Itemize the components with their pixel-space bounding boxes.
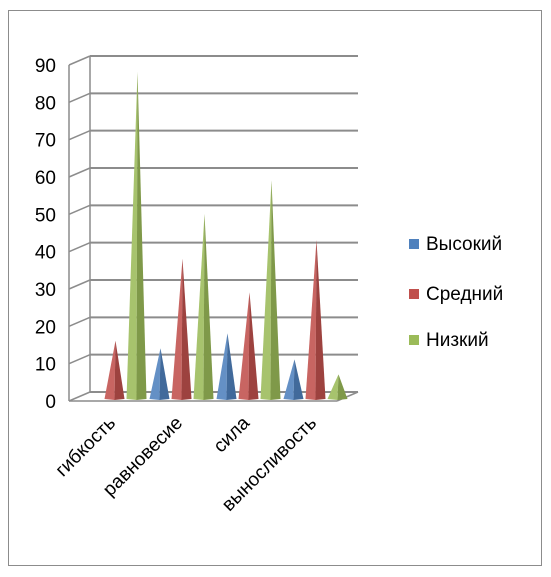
gridline-side-20: [68, 316, 91, 328]
y-tick-label-10: 10: [35, 355, 56, 376]
legend-swatch-1: [409, 289, 419, 299]
bar-Низкий-сила-left: [260, 180, 272, 400]
bar-Средний-гибкость-left: [104, 340, 116, 400]
legend-swatch-0: [409, 239, 419, 249]
bar-Высокий-сила-left: [216, 333, 228, 400]
bar-Средний-сила-left: [238, 292, 250, 400]
y-tick-label-0: 0: [45, 392, 56, 413]
bar-Средний-равновесие: [181, 258, 192, 400]
bar-Высокий-сила: [226, 333, 237, 400]
gridline-side-90: [68, 55, 91, 66]
y-tick-label-90: 90: [35, 56, 56, 77]
bar-Низкий-сила: [270, 180, 281, 400]
bar-Средний-выносливость: [315, 239, 326, 400]
x-tick-label-0: гибкость: [52, 413, 120, 481]
bar-Средний-выносливость-left: [305, 239, 317, 400]
gridline-side-10: [68, 353, 91, 365]
bar-Высокий-выносливость-left: [283, 359, 295, 400]
gridline-side-30: [68, 279, 91, 290]
y-tick-label-80: 80: [35, 93, 56, 114]
gridline-side-0: [68, 391, 91, 402]
gridline-side-80: [68, 92, 91, 104]
bar-Средний-равновесие-left: [171, 258, 183, 400]
bar-Низкий-равновесие-left: [193, 213, 205, 400]
legend-label-2: Низкий: [426, 330, 489, 351]
y-tick-label-70: 70: [35, 131, 56, 152]
legend-label-0: Высокий: [426, 234, 502, 255]
bar-Низкий-выносливость-left: [327, 374, 339, 400]
gridline-side-70: [68, 129, 91, 141]
bar-Средний-сила: [248, 292, 259, 400]
x-tick-label-2: сила: [210, 412, 255, 457]
bar-Низкий-гибкость: [136, 71, 147, 400]
legend-swatch-2: [409, 335, 419, 345]
y-tick-label-60: 60: [35, 168, 56, 189]
bar-Низкий-гибкость-left: [126, 71, 138, 400]
gridline-side-50: [68, 204, 91, 216]
bar-Высокий-выносливость: [293, 359, 304, 400]
legend-label-1: Средний: [426, 284, 503, 305]
gridline-side-40: [68, 241, 91, 253]
y-tick-label-40: 40: [35, 243, 56, 264]
y-tick-label-20: 20: [35, 317, 56, 338]
bar-Средний-гибкость: [114, 340, 125, 400]
bar-Высокий-равновесие-left: [149, 348, 161, 400]
y-tick-label-30: 30: [35, 280, 56, 301]
bar-Высокий-равновесие: [159, 348, 170, 400]
y-tick-label-50: 50: [35, 205, 56, 226]
bar-Низкий-равновесие: [203, 213, 214, 400]
bar-Низкий-выносливость: [337, 374, 348, 400]
gridline-side-60: [68, 167, 91, 178]
